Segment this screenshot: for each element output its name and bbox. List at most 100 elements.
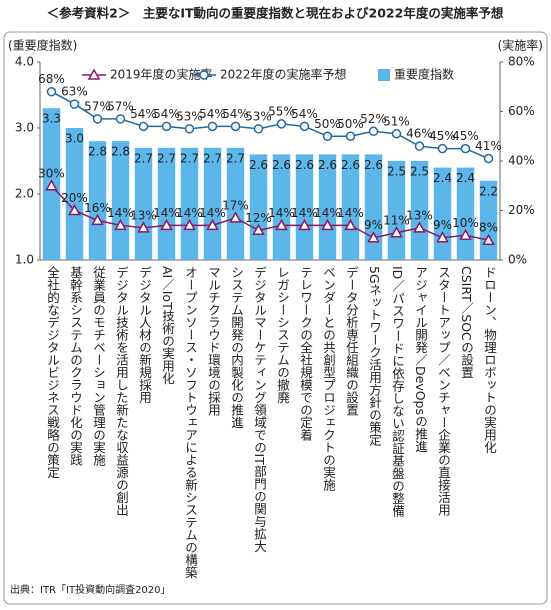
bar [272,154,291,260]
line-label: 54% [153,107,180,121]
marker [92,114,103,124]
x-tick-label: オープンソース・ソフトウェアによる新システムの構築 [183,266,198,579]
bar-label: 2.6 [272,158,291,172]
bar-label: 2.7 [180,151,199,165]
marker [229,211,242,223]
x-tick-label: CSIRT／SOCの設置 [459,266,474,378]
chart-title: ＜参考資料2＞ 主要なIT動向の重要度指数と現在および2022年度の実施率予想 [47,6,504,21]
x-tick-label: デジタル技術を活用した新たな収益源の創出 [114,266,129,516]
marker [390,226,403,238]
legend-swatch [378,69,390,81]
marker [160,218,173,231]
marker [275,218,288,231]
x-tick-label: ID／パスワードに依存しない認証基盤の整備 [390,266,405,517]
marker [183,218,196,231]
y-tick-label: 4.0 [15,55,34,69]
bar-label: 2.8 [111,145,130,159]
line-label: 63% [61,85,88,99]
marker [368,126,379,137]
y2-axis-label: (実施率) [498,38,543,53]
bar-label: 3.3 [42,112,61,126]
bar-label: 2.8 [88,145,107,159]
marker [413,221,426,233]
bar-label: 2.4 [456,171,475,185]
bar-label: 2.2 [479,184,498,198]
bar-label: 2.6 [295,158,314,172]
bar-label: 2.6 [341,158,360,172]
line-label: 11% [383,213,410,227]
line-label: 53% [176,109,203,123]
bar [341,154,360,260]
bar [203,147,222,260]
bar [364,154,383,260]
marker [46,86,57,97]
x-tick-label: 従業員のモチベーション管理の実施 [91,266,106,466]
marker [184,124,195,134]
bar [88,141,107,260]
marker [298,218,311,231]
y2-tick-label: 60% [508,104,535,118]
line-label: 50% [314,117,341,131]
bar [65,128,84,260]
line-label: 14% [337,206,364,220]
bar-label: 2.7 [157,151,176,165]
x-tick-label: 全社的なデジタルビジネス戦略の策定 [45,265,60,479]
line-label: 51% [383,114,410,128]
legend-label: 重要度指数 [394,67,454,82]
x-tick-label: マルチクラウド環境の採用 [206,266,221,417]
marker [460,143,471,154]
line-label: 9% [364,218,383,232]
x-tick-label: 5Gネットワーク活用方針の策定 [367,266,382,447]
line-label: 13% [130,208,157,222]
source: 出典：ITR「IT投資動向調査2020」 [10,583,171,596]
line-label: 9% [433,218,452,232]
marker [436,231,449,243]
bar [180,147,199,260]
marker [87,68,101,80]
bar [318,154,337,260]
marker [252,223,265,236]
x-tick-label: ドローン、物理ロボットの実用化 [482,266,497,454]
y-tick-label: 3.0 [15,121,34,135]
marker [138,121,149,132]
line-label: 57% [84,99,111,113]
marker [321,218,334,231]
marker [137,221,150,233]
marker [114,218,127,231]
marker [207,121,218,132]
y2-tick-label: 20% [508,203,535,217]
marker [91,213,104,226]
line-label: 41% [475,139,502,153]
line-label: 17% [222,198,249,212]
bar [479,180,498,260]
line-label: 54% [222,107,249,121]
y2-tick-label: 0% [508,253,527,267]
line-label: 45% [429,129,456,143]
line-label: 14% [291,206,318,220]
line-label: 14% [314,206,341,220]
marker [253,124,264,134]
marker [69,99,80,109]
line-label: 54% [291,107,318,121]
x-tick-label: AI／IoT技術の実用化 [160,266,175,385]
bar-label: 2.7 [226,151,245,165]
x-tick-label: 基幹系システムのクラウド化の実践 [68,266,83,466]
x-tick-label: レガシーシステムの撤廃 [275,266,290,404]
marker [483,153,494,164]
marker [206,218,219,231]
y-axis-label: (重要度指数) [8,38,77,53]
bar [157,147,176,260]
line-label: 50% [337,117,364,131]
marker [322,131,333,141]
bar [295,154,314,260]
line-label: 8% [479,221,498,235]
marker [115,114,126,124]
line-label: 13% [406,208,433,222]
bar-label: 2.6 [249,158,268,172]
marker [482,233,495,245]
line-label: 46% [406,127,433,141]
bar-label: 2.7 [134,151,153,165]
x-tick-label: スタートアップ／ベンチャー企業の直接活用 [436,266,451,517]
legend-label: 2022年度の実施率予想 [220,67,347,82]
x-tick-label: データ分析専任組織の設置 [344,266,359,416]
